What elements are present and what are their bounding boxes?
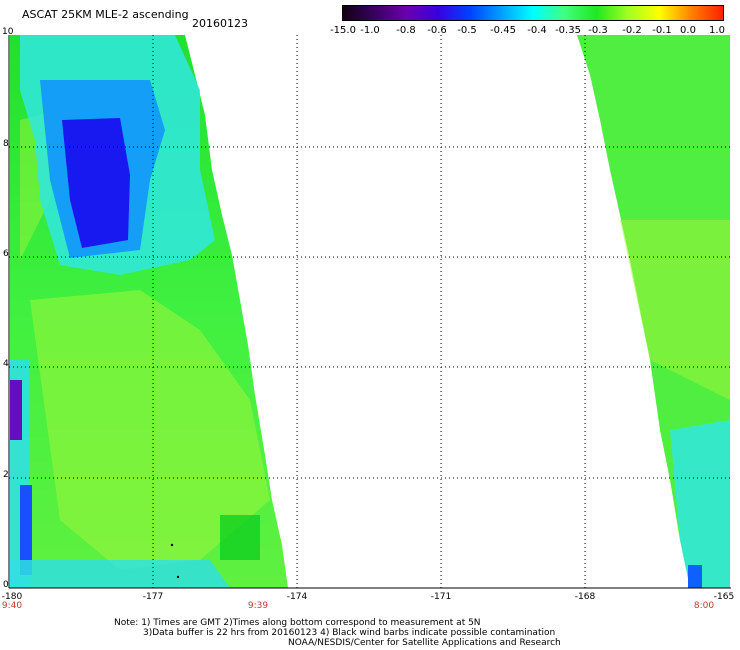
colorbar-label: -0.2 — [622, 25, 642, 36]
edge-strip-blue — [20, 485, 32, 575]
time-label: 9:39 — [247, 601, 269, 611]
colorbar-label: -0.5 — [457, 25, 477, 36]
green-patch — [220, 515, 260, 560]
lat-label: 6 — [3, 249, 9, 259]
lon-label: -171 — [430, 592, 452, 602]
lon-label: -165 — [713, 592, 735, 602]
colorbar-label: -0.1 — [652, 25, 672, 36]
wind-barb — [176, 575, 180, 579]
lon-label: -180 — [1, 592, 23, 602]
colorbar-label: -0.45 — [490, 25, 516, 36]
colorbar-label: -0.4 — [527, 25, 547, 36]
lon-label: -177 — [142, 592, 164, 602]
colorbar-label: -0.3 — [588, 25, 608, 36]
lat-label: 0 — [3, 580, 9, 590]
right-swath — [577, 35, 730, 588]
lon-label: -168 — [574, 592, 596, 602]
lat-label: 2 — [3, 470, 9, 480]
left-swath — [10, 35, 288, 588]
lat-label: 4 — [3, 359, 9, 369]
colorbar-label: 0.0 — [680, 25, 696, 36]
colorbar-label: -0.8 — [396, 25, 416, 36]
cyan-band — [10, 560, 230, 588]
note-line-3: NOAA/NESDIS/Center for Satellite Applica… — [288, 638, 561, 648]
blue-core — [62, 118, 130, 248]
colorbar-label: -0.35 — [555, 25, 581, 36]
lat-label: 8 — [3, 139, 9, 149]
colorbar-label: -15.0 — [330, 25, 356, 36]
colorbar-label: -1.0 — [360, 25, 380, 36]
note-line-2: 3)Data buffer is 22 hrs from 20160123 4)… — [143, 628, 556, 638]
cyan-region — [670, 420, 730, 588]
light-green-region — [620, 220, 730, 400]
colorbar — [342, 5, 724, 21]
light-green-region — [30, 290, 270, 570]
lat-label: 10 — [2, 27, 14, 37]
edge-strip-purple — [10, 380, 22, 440]
grid — [9, 35, 731, 588]
time-label: 9:40 — [1, 601, 23, 611]
wind-barb — [170, 543, 174, 547]
colorbar-label: 1.0 — [709, 25, 725, 36]
lon-label: -174 — [286, 592, 308, 602]
map-title: ASCAT 25KM MLE-2 ascending — [22, 8, 189, 21]
colorbar-label: -0.6 — [427, 25, 447, 36]
blue-corner — [688, 565, 702, 588]
time-label: 8:00 — [693, 601, 715, 611]
note-line-1: Note: 1) Times are GMT 2)Times along bot… — [114, 618, 481, 628]
map-date: 20160123 — [192, 17, 248, 30]
